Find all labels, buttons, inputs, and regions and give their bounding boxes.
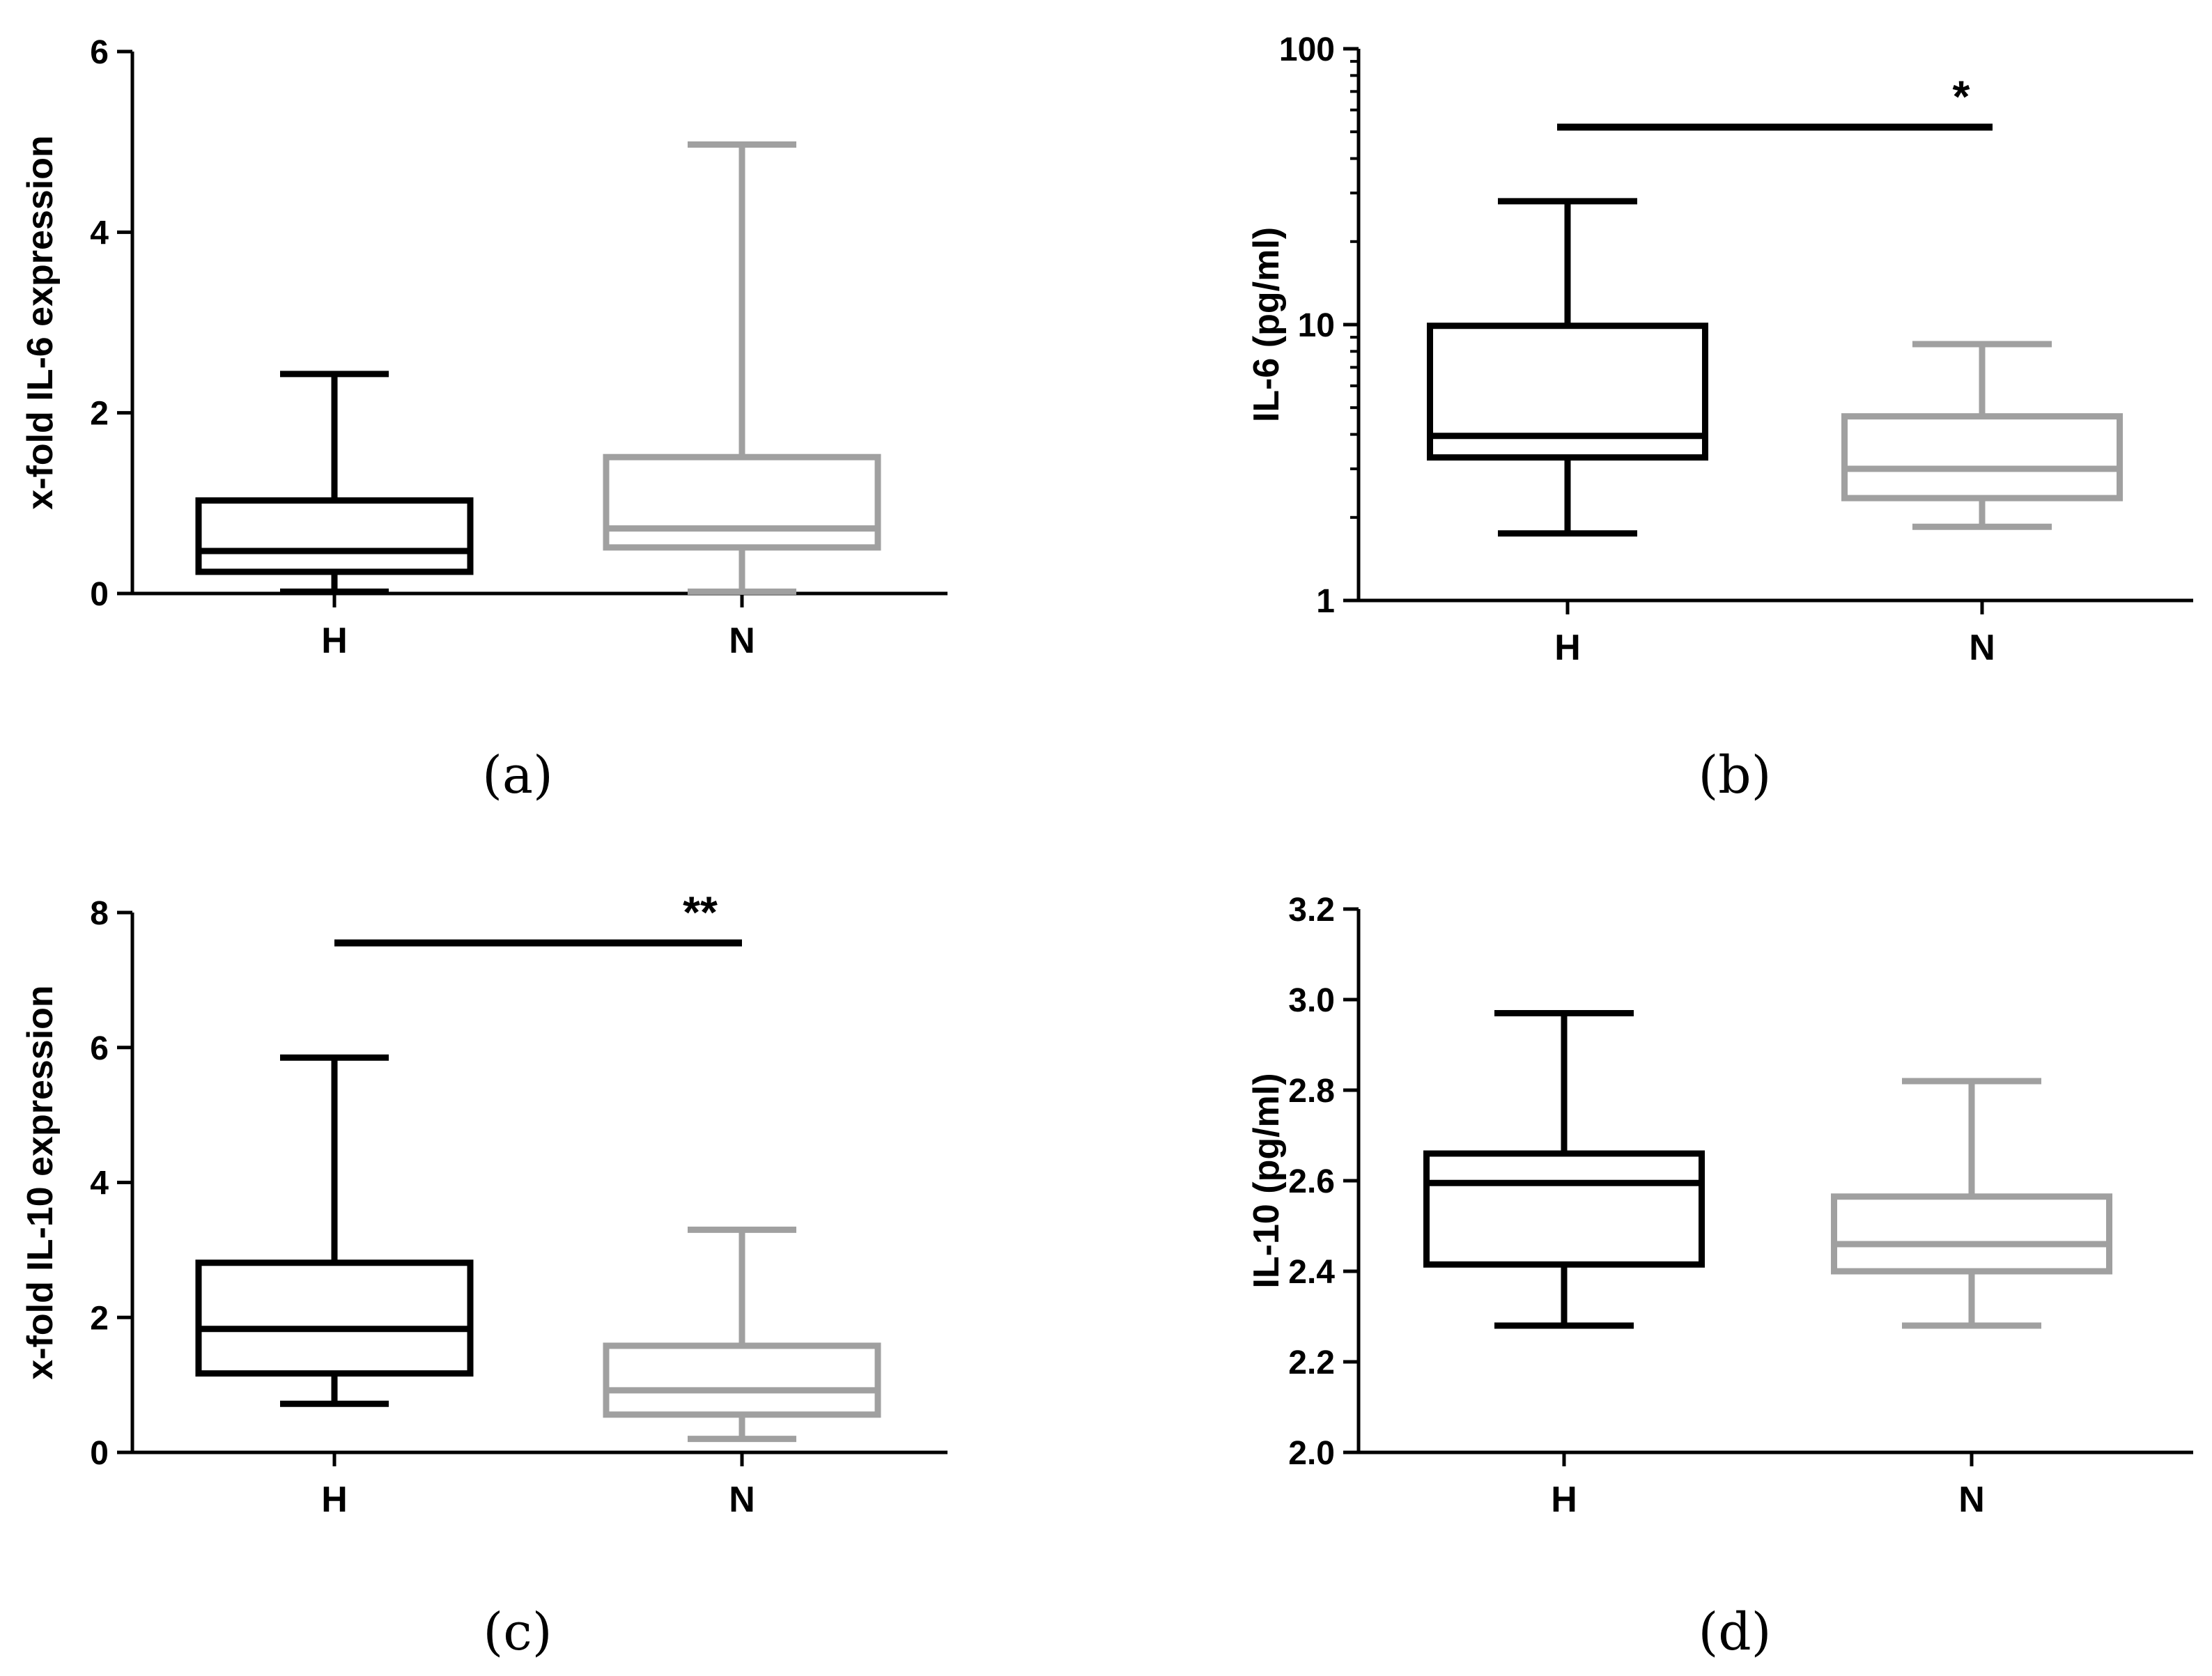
box-h-d (1423, 1150, 1705, 1268)
box-n-c (603, 1342, 881, 1418)
y-tick-label-c: 8 (90, 895, 109, 932)
y-tick-label-b: 100 (1279, 31, 1335, 68)
y-axis-title-b: IL-6 (pg/ml) (1246, 227, 1287, 422)
caption-d: (d) (1698, 1602, 1772, 1662)
caption-a: (a) (482, 745, 553, 805)
y-tick-label-d: 2.8 (1288, 1073, 1335, 1110)
caption-c: (c) (483, 1602, 552, 1662)
y-axis-title-d: IL-10 (pg/ml) (1246, 1073, 1287, 1288)
y-tick-label-d: 2.6 (1288, 1163, 1335, 1200)
y-tick-label-d: 3.0 (1288, 982, 1335, 1019)
y-tick-label-a: 0 (90, 576, 109, 613)
x-tick-label-n-c: N (729, 1480, 755, 1520)
box-n-a (603, 453, 881, 551)
y-tick-label-c: 0 (90, 1435, 109, 1472)
y-tick-label-c: 4 (90, 1165, 109, 1202)
y-tick-label-a: 6 (90, 34, 109, 71)
y-tick-label-a: 2 (90, 396, 109, 433)
x-tick-label-n-d: N (1958, 1480, 1985, 1520)
y-tick-label-d: 2.2 (1288, 1344, 1335, 1381)
box-h-a (195, 497, 474, 575)
x-tick-label-h-d: H (1551, 1480, 1577, 1520)
y-tick-label-d: 2.4 (1288, 1254, 1335, 1291)
y-axis-title-c: x-fold IL-10 expression (20, 985, 61, 1379)
x-tick-label-h-a: H (321, 621, 348, 661)
significance-label-b: * (1953, 71, 1970, 121)
box-n-b (1841, 413, 2123, 502)
box-n-d (1831, 1193, 2112, 1275)
y-axis-title-a: x-fold IL-6 expression (20, 135, 61, 509)
y-tick-label-c: 6 (90, 1030, 109, 1067)
x-tick-label-h-b: H (1554, 628, 1581, 668)
x-tick-label-n-a: N (729, 621, 755, 661)
x-tick-label-n-b: N (1969, 628, 1995, 668)
y-tick-label-d: 2.0 (1288, 1435, 1335, 1472)
y-tick-label-c: 2 (90, 1300, 109, 1337)
x-tick-label-h-c: H (321, 1480, 348, 1520)
y-tick-label-b: 1 (1316, 583, 1335, 620)
box-h-c (195, 1259, 474, 1377)
significance-label-c: ** (683, 887, 718, 938)
y-tick-label-a: 4 (90, 215, 109, 251)
y-tick-label-d: 3.2 (1288, 892, 1335, 929)
caption-b: (b) (1698, 745, 1772, 805)
y-tick-label-b: 10 (1298, 307, 1335, 344)
